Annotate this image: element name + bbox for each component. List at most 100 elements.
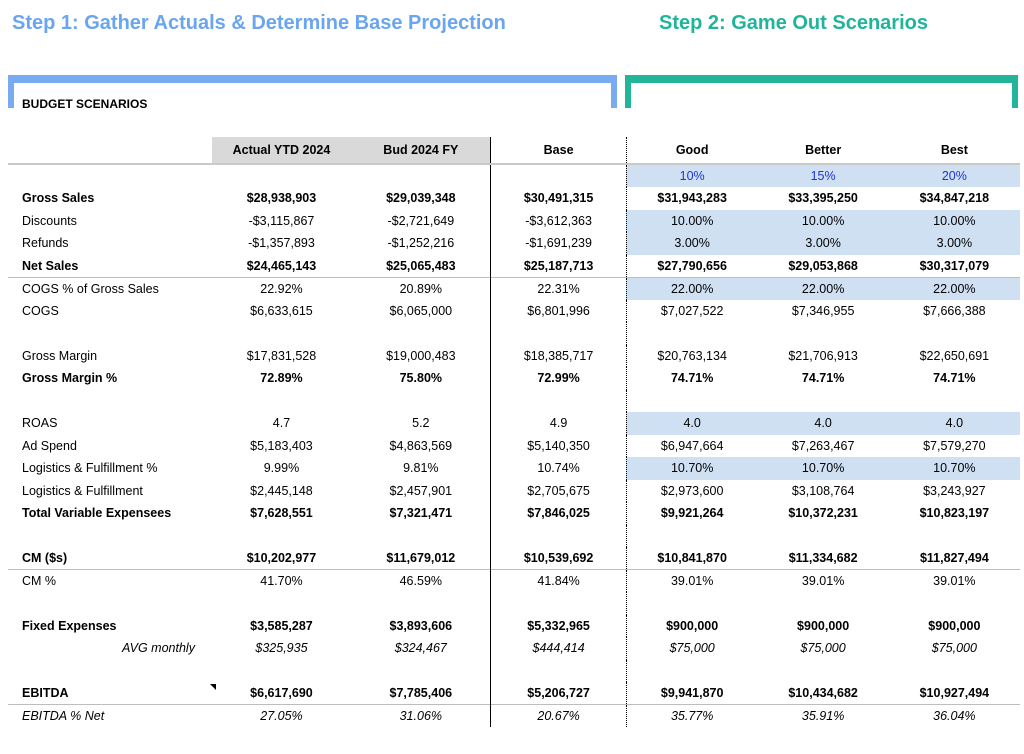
row-total-variable-expenses: Total Variable Expensees $7,628,551 $7,321… [8, 502, 1020, 525]
step2-bracket [625, 75, 1018, 108]
cell-actual-ytd: $6,617,690 [250, 686, 313, 700]
cell-good[interactable]: 10.70% [625, 457, 758, 480]
cell-good: $75,000 [625, 637, 758, 660]
cell-good[interactable]: 22.00% [625, 276, 758, 300]
row-cogs-pct: COGS % of Gross Sales 22.92% 20.89% 22.31% 2… [8, 276, 1020, 300]
cell-actual-ytd: $6,633,615 [250, 303, 313, 318]
cell-budget-fy: 9.81% [403, 461, 439, 476]
cell-best: 36.04% [888, 704, 1020, 727]
row-label: Total Variable Expensees [22, 506, 172, 521]
row-fixed-expenses: Fixed Expenses $3,585,287 $3,893,606 $5,332… [8, 614, 1020, 637]
row-ad-spend: Ad Spend $5,183,403 $4,863,569 $5,140,350 $6… [8, 434, 1020, 457]
row-roas: ROAS 4.7 5.2 4.9 4.0 4.0 4.0 [8, 412, 1020, 435]
cell-actual-ytd: $325,935 [255, 641, 308, 656]
cell-base: $5,332,965 [490, 614, 627, 637]
row-discounts: Discounts -$3,115,867 -$2,721,649 -$3,612,3… [8, 209, 1020, 232]
cell-better[interactable]: 22.00% [757, 276, 889, 300]
cell-good: $10,841,870 [625, 547, 758, 570]
row-avg-monthly: AVG monthly $325,935 $324,467 $444,414 $75,0… [8, 637, 1020, 660]
spacer-row [8, 659, 1020, 682]
step1-bracket [8, 75, 617, 108]
spacer-row [8, 524, 1020, 547]
cell-better[interactable]: 3.00% [757, 232, 889, 255]
cell-base: 20.67% [490, 704, 627, 727]
cell-better: $29,053,868 [788, 258, 858, 273]
cell-good: $9,941,870 [625, 682, 758, 705]
row-label: Ad Spend [22, 438, 77, 453]
cell-actual-ytd: 22.92% [211, 276, 352, 300]
row-refunds: Refunds -$1,357,893 -$1,252,216 -$1,691,239… [8, 232, 1020, 255]
cell-base: $5,140,350 [490, 434, 627, 457]
row-label: Logistics & Fulfillment [22, 483, 143, 498]
cell-good[interactable]: 3.00% [625, 232, 758, 255]
cell-best[interactable]: 10.00% [888, 209, 1020, 232]
header-good: Good [625, 137, 758, 165]
header-better: Better [757, 137, 889, 165]
cell-budget-fy: $4,863,569 [389, 438, 453, 453]
spacer-row [8, 322, 1020, 345]
cell-better: $900,000 [797, 618, 850, 633]
header-row: Actual YTD 2024 Bud 2024 FY Base Good Be… [8, 137, 1020, 165]
row-cm: CM ($s) $10,202,977 $11,679,012 $10,539,692… [8, 547, 1020, 570]
cell-best: 74.71% [933, 371, 976, 386]
row-gross-sales: Gross Sales $28,938,903 $29,039,348 $30,491… [8, 187, 1020, 210]
cell-base: 4.9 [490, 412, 627, 435]
cell-best: $900,000 [928, 618, 981, 633]
cell-better[interactable]: 10.70% [757, 457, 889, 480]
cell-base: 72.99% [490, 367, 627, 390]
cell-base: $6,801,996 [490, 299, 627, 322]
cell-best: $10,927,494 [919, 686, 990, 700]
cell-actual-ytd: 9.99% [263, 461, 300, 476]
cell-best[interactable]: 10.70% [888, 457, 1020, 480]
row-gross-margin: Gross Margin $17,831,528 $19,000,483 $18,38… [8, 344, 1020, 367]
growth-good[interactable]: 10% [625, 164, 758, 187]
cell-good: $9,921,264 [625, 502, 758, 525]
cell-budget-fy: $29,039,348 [386, 191, 456, 206]
cell-budget-fy: $324,467 [394, 641, 447, 656]
cell-actual-ytd: $10,202,977 [246, 551, 317, 565]
row-label: CM % [8, 569, 212, 592]
cell-better: $10,372,231 [788, 506, 858, 521]
row-logistics: Logistics & Fulfillment $2,445,148 $2,457,… [8, 479, 1020, 502]
row-label: Discounts [22, 213, 77, 228]
cell-best: $11,827,494 [919, 551, 989, 565]
cell-better: 35.91% [757, 704, 889, 727]
row-ebitda-pct: EBITDA % Net 27.05% 31.06% 20.67% 35.77% 35.9… [8, 704, 1020, 727]
row-logistics-pct: Logistics & Fulfillment % 9.99% 9.81% 10.74… [8, 457, 1020, 480]
cell-good: $6,947,664 [625, 434, 758, 457]
cell-base: $10,539,692 [490, 547, 627, 570]
cell-actual-ytd: 4.7 [272, 416, 291, 431]
cell-better[interactable]: 4.0 [757, 412, 889, 435]
cell-good: $2,973,600 [625, 479, 758, 502]
cell-better[interactable]: 10.00% [757, 209, 889, 232]
row-cogs: COGS $6,633,615 $6,065,000 $6,801,996 $7,027… [8, 299, 1020, 322]
cell-base: $444,414 [490, 637, 627, 660]
row-label: Gross Sales [22, 191, 95, 206]
row-label: EBITDA [8, 682, 216, 705]
row-cm-pct: CM % 41.70% 46.59% 41.84% 39.01% 39.01% 39.01% [8, 569, 1020, 592]
cell-best: $22,650,691 [919, 348, 990, 363]
row-label: Gross Margin % [22, 371, 118, 386]
comment-indicator-icon[interactable] [209, 684, 216, 690]
cell-best[interactable]: 4.0 [888, 412, 1020, 435]
cell-actual-ytd: $24,465,143 [246, 258, 317, 273]
cell-budget-fy: $25,065,483 [386, 258, 456, 273]
cell-actual-ytd: 27.05% [211, 704, 352, 727]
row-label: Refunds [22, 236, 69, 251]
cell-good[interactable]: 4.0 [625, 412, 758, 435]
growth-better[interactable]: 15% [757, 164, 889, 187]
cell-best[interactable]: 3.00% [888, 232, 1020, 255]
cell-best[interactable]: 22.00% [888, 276, 1020, 300]
cell-base: $2,705,675 [490, 479, 627, 502]
cell-base: 22.31% [490, 276, 627, 300]
header-best: Best [888, 137, 1020, 165]
row-net-sales: Net Sales $24,465,143 $25,065,483 $25,187,7… [8, 254, 1020, 277]
header-label-cell [8, 137, 212, 165]
cell-base: -$1,691,239 [490, 232, 627, 255]
cell-actual-ytd: $7,628,551 [250, 506, 313, 521]
cell-good[interactable]: 10.00% [625, 209, 758, 232]
cell-better: $3,108,764 [791, 483, 855, 498]
cell-good: 74.71% [625, 367, 758, 390]
row-ebitda: EBITDA $6,617,690 $7,785,406 $5,206,727 $9,9… [8, 682, 1020, 705]
growth-best[interactable]: 20% [888, 164, 1020, 187]
